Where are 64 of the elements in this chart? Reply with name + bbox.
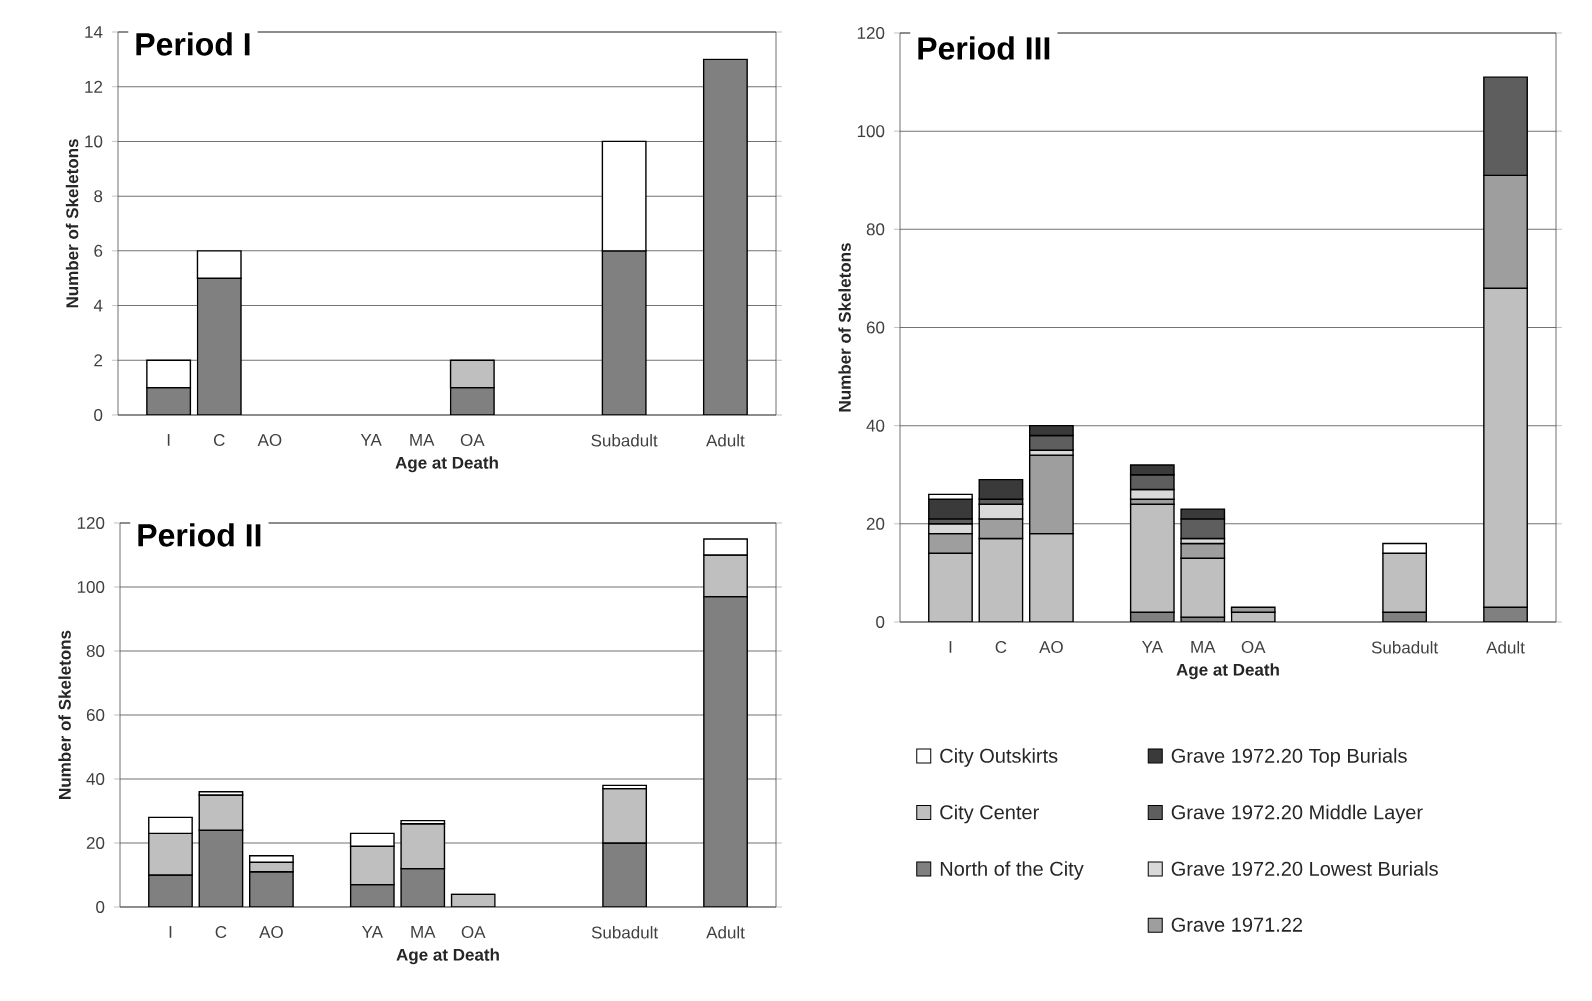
legend-label: Grave 1972.20 Lowest Burials	[1171, 861, 1438, 876]
x-tick-label: I	[169, 926, 172, 938]
x-axis-title: Age at Death	[1176, 663, 1279, 680]
x-tick-label: YA	[360, 434, 382, 446]
y-tick-label: 100	[857, 125, 885, 138]
x-tick-label: YA	[361, 926, 383, 938]
x-tick-label: C	[995, 641, 1007, 654]
x-tick-label: Adult	[1486, 641, 1525, 654]
x-tick-label: OA	[460, 434, 485, 447]
bar	[450, 893, 496, 907]
x-tick-label: OA	[461, 926, 486, 939]
y-tick-label: 20	[86, 836, 105, 849]
x-tick-label: YA	[1141, 641, 1163, 653]
y-tick-label: 0	[94, 408, 103, 421]
y-tick-label: 10	[85, 135, 103, 148]
legend-label: North of the City	[940, 861, 1084, 880]
y-tick-label: 12	[85, 80, 103, 93]
x-tick-label: MA	[1191, 641, 1216, 653]
chart-title: Period II	[138, 523, 261, 547]
x-tick-label: AO	[1039, 641, 1063, 654]
y-tick-label: 60	[86, 708, 105, 721]
x-tick-label: I	[949, 641, 952, 653]
x-tick-label: Subadult	[591, 926, 659, 939]
y-axis-title: Number of Skeletons	[838, 243, 851, 412]
y-tick-label: 14	[85, 26, 103, 38]
legend-label: Grave 1971.22	[1171, 917, 1303, 932]
y-tick-label: 20	[866, 517, 885, 530]
x-tick-label: Subadult	[1371, 641, 1439, 654]
legend-label: City Outskirts	[940, 748, 1058, 767]
x-tick-label: MA	[410, 434, 435, 446]
y-tick-label: 8	[94, 190, 103, 203]
x-tick-label: Adult	[706, 434, 745, 447]
chart-title: Period III	[918, 36, 1050, 60]
legend-label: Grave 1972.20 Top Burials	[1171, 748, 1407, 767]
y-tick-label: 120	[857, 26, 885, 39]
y-tick-label: 120	[77, 516, 105, 529]
x-tick-label: AO	[259, 926, 283, 939]
y-axis-title: Number of Skeletons	[65, 139, 79, 308]
y-tick-label: 80	[866, 223, 885, 236]
y-tick-label: 60	[866, 321, 885, 334]
x-tick-label: C	[215, 926, 227, 939]
x-axis-title: Age at Death	[395, 456, 498, 473]
x-axis-title: Age at Death	[396, 948, 499, 965]
y-axis-title: Number of Skeletons	[58, 630, 71, 799]
x-tick-label: AO	[257, 434, 282, 447]
legend-label: City Center	[940, 804, 1039, 824]
x-tick-label: C	[213, 434, 225, 447]
y-tick-label: 100	[77, 580, 105, 593]
y-tick-label: 40	[86, 772, 105, 785]
x-tick-label: I	[167, 434, 170, 446]
y-tick-label: 4	[93, 299, 103, 312]
y-tick-label: 0	[876, 615, 885, 628]
x-tick-label: Adult	[706, 926, 745, 939]
legend-label: Grave 1972.20 Middle Layer	[1171, 804, 1423, 824]
y-tick-label: 0	[96, 900, 105, 913]
bar	[702, 58, 748, 415]
y-tick-label: 40	[866, 419, 885, 432]
y-tick-label: 80	[86, 644, 105, 657]
x-tick-label: Subadult	[591, 434, 658, 447]
x-tick-label: MA	[411, 926, 436, 938]
chart-title: Period I	[136, 32, 250, 56]
y-tick-label: 2	[94, 354, 103, 367]
y-tick-label: 6	[94, 244, 103, 257]
x-tick-label: OA	[1241, 641, 1266, 654]
